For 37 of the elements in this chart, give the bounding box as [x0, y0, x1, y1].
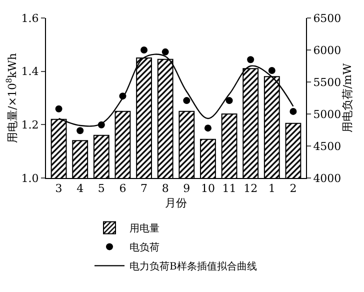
- point: [55, 105, 62, 112]
- point: [247, 56, 254, 64]
- x-tick-label: 3: [55, 182, 62, 196]
- series-label: 用电量: [130, 222, 160, 235]
- y2-tick-label: 6000: [313, 44, 342, 57]
- y-tick-label: 1.2: [21, 118, 39, 132]
- x-tick-label: 9: [183, 182, 190, 196]
- x-tick-label: 8: [162, 182, 169, 196]
- x-tick-label: 2: [290, 182, 297, 196]
- x-tick-label: 11: [222, 182, 236, 196]
- point: [162, 48, 169, 56]
- x-tick-label: 6: [119, 182, 126, 196]
- legend-label: 电力负荷B样条插值拟合曲线: [130, 260, 257, 273]
- point: [290, 108, 297, 115]
- y2-tick-label: 6500: [313, 12, 342, 25]
- x-tick-label: 7: [140, 182, 148, 196]
- point: [76, 127, 84, 134]
- x-tick-label: 1: [268, 182, 276, 196]
- x-tick-label: 4: [76, 182, 84, 196]
- y2-tick-label: 5500: [313, 76, 342, 89]
- y-tick-label: 1.0: [21, 172, 39, 185]
- x-tick-label: 10: [200, 182, 215, 196]
- y-tick-label: 1.4: [21, 65, 39, 78]
- y-tick-label: 1.6: [21, 12, 39, 25]
- y2-tick-label: 5000: [313, 108, 342, 121]
- x-axis-title: 月份: [165, 196, 187, 210]
- point: [140, 46, 148, 54]
- point: [226, 97, 233, 104]
- x-tick-label: 12: [244, 182, 258, 196]
- x-tick-label: 5: [98, 182, 105, 196]
- legend-label: 电负荷: [130, 242, 160, 254]
- point: [204, 124, 212, 132]
- y2-axis-title: 用电负荷/mW: [341, 62, 354, 133]
- point: [268, 66, 276, 74]
- y2-tick-label: 4000: [313, 172, 342, 185]
- y2-tick-label: 4500: [313, 140, 342, 153]
- point: [183, 97, 190, 104]
